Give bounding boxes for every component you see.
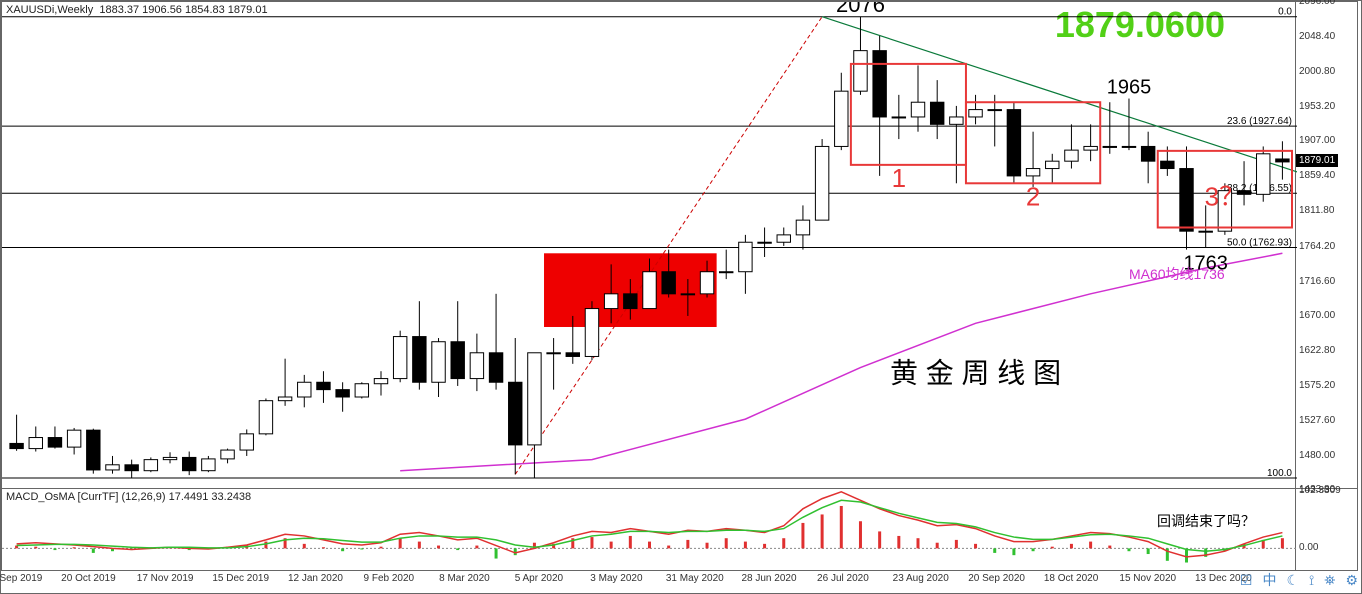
svg-text:2: 2: [1026, 181, 1040, 211]
x-tick: 15 Nov 2020: [1119, 573, 1176, 584]
svg-text:1965: 1965: [1107, 77, 1152, 99]
macd-panel[interactable]: MACD_OsMA [CurrTF] (12,26,9) 17.4491 33.…: [1, 489, 1296, 571]
current-price-tag: 1879.01: [1296, 154, 1338, 167]
svg-text:100.0: 100.0: [1267, 468, 1292, 479]
moon-icon[interactable]: ☾: [1286, 572, 1299, 589]
svg-text:黄 金 周 线 图: 黄 金 周 线 图: [890, 357, 1061, 388]
price-display: 1879.0600: [1055, 4, 1225, 46]
x-tick: 20 Oct 2019: [61, 573, 115, 584]
x-tick: 17 Nov 2019: [137, 573, 194, 584]
x-tick: 8 Mar 2020: [439, 573, 490, 584]
macd-y-tick: 102.3309: [1299, 485, 1341, 496]
y-tick: 1907.00: [1299, 135, 1335, 146]
macd-y-tick: 0.00: [1299, 542, 1318, 553]
gear-icon[interactable]: ⚙: [1345, 572, 1358, 589]
x-tick: 12 Jan 2020: [288, 573, 343, 584]
price-axis: 2096.00 2048.40 2000.80 1953.20 1907.00 1879.…: [1296, 1, 1358, 489]
x-tick: 31 May 2020: [666, 573, 724, 584]
symbol-title: XAUUSDi,Weekly 1883.37 1906.56 1854.83 1…: [6, 4, 268, 16]
macd-title: MACD_OsMA [CurrTF] (12,26,9) 17.4491 33.…: [6, 491, 251, 503]
x-tick: 15 Dec 2019: [212, 573, 269, 584]
x-tick: 26 Jul 2020: [817, 573, 869, 584]
x-tick: 28 Jun 2020: [741, 573, 796, 584]
checkbox-icon[interactable]: ☑: [1240, 572, 1253, 589]
x-tick: 23 Aug 2020: [893, 573, 949, 584]
y-tick: 1527.60: [1299, 415, 1335, 426]
y-tick: 1670.00: [1299, 310, 1335, 321]
svg-text:回调结束了吗？: 回调结束了吗？: [1157, 513, 1255, 529]
main-chart[interactable]: XAUUSDi,Weekly 1883.37 1906.56 1854.83 1…: [1, 1, 1296, 489]
y-tick: 2096.00: [1299, 0, 1335, 7]
y-tick: 2000.80: [1299, 66, 1335, 77]
y-tick: 1764.20: [1299, 241, 1335, 252]
x-tick: 5 Apr 2020: [515, 573, 563, 584]
y-tick: 1480.00: [1299, 450, 1335, 461]
svg-text:0.0: 0.0: [1278, 7, 1292, 18]
y-tick: 1716.60: [1299, 276, 1335, 287]
pin-icon[interactable]: ⟟: [1309, 572, 1314, 589]
cn-icon[interactable]: 中: [1262, 570, 1276, 590]
toolbar: ☑ 中 ☾ ⟟ ⛯ ⚙: [1240, 570, 1358, 590]
svg-text:23.6 (1927.64): 23.6 (1927.64): [1227, 116, 1292, 127]
y-tick: 1859.40: [1299, 170, 1335, 181]
x-tick: 22 Sep 2019: [0, 573, 42, 584]
x-tick: 3 May 2020: [590, 573, 642, 584]
svg-text:1: 1: [892, 163, 906, 193]
time-axis: 22 Sep 2019 20 Oct 2019 17 Nov 2019 15 Dec …: [1, 571, 1358, 591]
svg-text:50.0 (1762.93): 50.0 (1762.93): [1227, 237, 1292, 248]
x-tick: 18 Oct 2020: [1044, 573, 1098, 584]
y-tick: 1575.20: [1299, 380, 1335, 391]
svg-text:MA60均线1736: MA60均线1736: [1129, 266, 1225, 282]
y-tick: 1953.20: [1299, 101, 1335, 112]
y-tick: 1622.80: [1299, 345, 1335, 356]
svg-text:2076: 2076: [836, 2, 885, 17]
svg-text:3？: 3？: [1205, 181, 1245, 211]
macd-axis: 102.33090.00: [1296, 489, 1358, 571]
y-tick: 2048.40: [1299, 31, 1335, 42]
x-tick: 9 Feb 2020: [364, 573, 415, 584]
y-tick: 1811.80: [1299, 205, 1334, 216]
svg-text:38.2 (1836.55): 38.2 (1836.55): [1227, 183, 1292, 194]
user-icon[interactable]: ⛯: [1324, 572, 1335, 589]
svg-text:1763: 1763: [1183, 252, 1228, 274]
x-tick: 20 Sep 2020: [968, 573, 1025, 584]
